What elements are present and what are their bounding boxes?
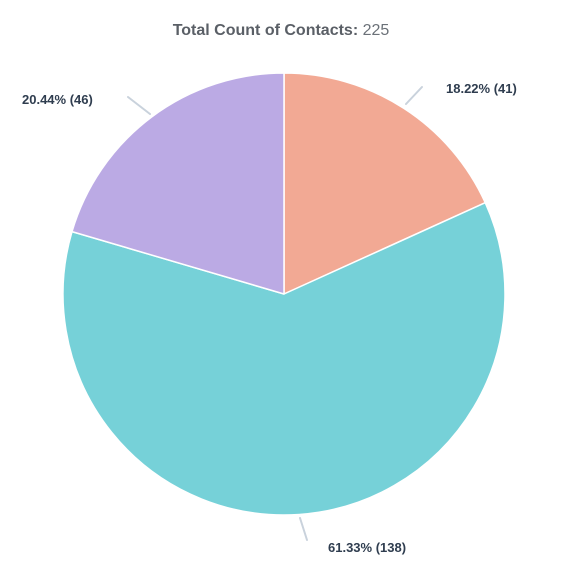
slice-leader-line-0 xyxy=(405,86,423,105)
slice-leader-line-2 xyxy=(127,96,151,115)
pie-slice-2[interactable] xyxy=(71,72,285,295)
slice-label-2: 20.44% (46) xyxy=(22,92,93,107)
chart-title: Total Count of Contacts: 225 xyxy=(0,21,562,41)
slice-labels: 18.22% (41) 61.33% (138) 20.44% (46) xyxy=(22,81,517,555)
pie-slice-1[interactable] xyxy=(62,201,506,516)
slice-label-0: 18.22% (41) xyxy=(446,81,517,96)
slice-leader-line-1 xyxy=(299,517,308,541)
label-leader-lines xyxy=(127,86,423,541)
slice-label-1: 61.33% (138) xyxy=(328,540,406,555)
pie-slice-0[interactable] xyxy=(283,72,487,295)
pie-slices xyxy=(62,72,506,516)
chart-title-value: 225 xyxy=(362,22,390,39)
chart-title-label: Total Count of Contacts: xyxy=(172,22,359,39)
